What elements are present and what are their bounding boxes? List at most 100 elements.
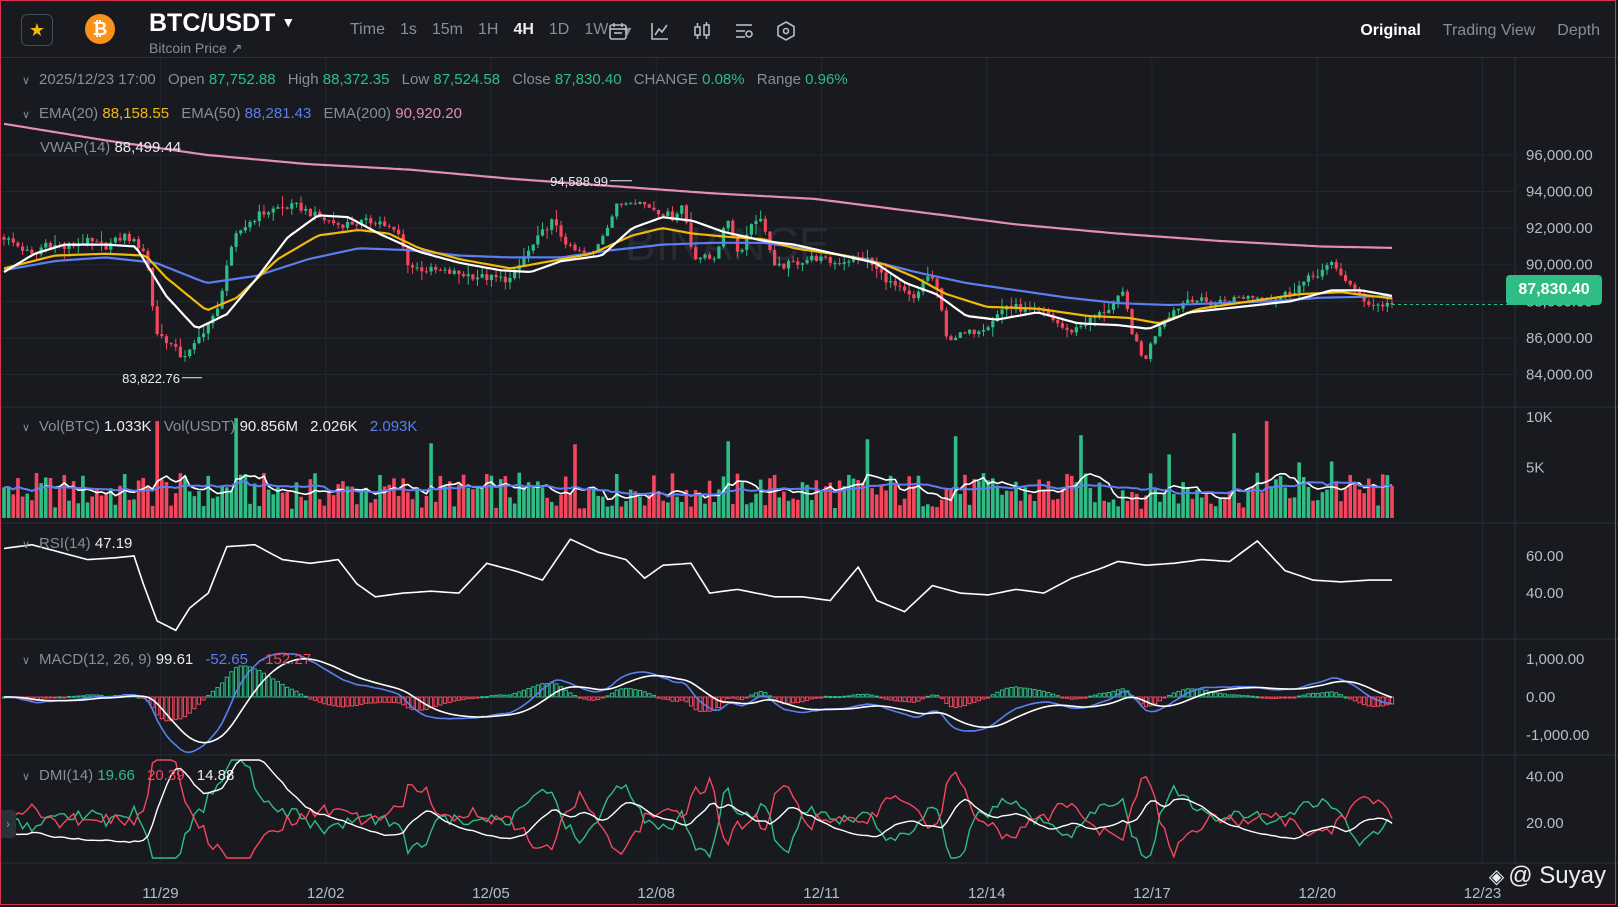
volume-bar: [1074, 482, 1079, 518]
volume-bar: [1172, 494, 1176, 518]
candle-body: [1009, 305, 1013, 307]
candle-body: [1088, 317, 1092, 325]
tab-trading-view[interactable]: Trading View: [1442, 22, 1536, 39]
macd-histogram-bar: [883, 696, 889, 700]
tab-original[interactable]: Original: [1360, 22, 1421, 39]
candle-body: [1014, 304, 1018, 307]
low-label: Low: [401, 71, 430, 88]
macd-histogram-bar: [614, 689, 619, 698]
indicators-icon[interactable]: [733, 20, 755, 42]
candle-body: [7, 238, 11, 240]
volume-bar: [828, 482, 833, 518]
candle-body: [791, 260, 795, 262]
symbol-subtitle[interactable]: Bitcoin Price ↗: [149, 40, 243, 56]
time-tick-label: 12/17: [1133, 885, 1171, 902]
volume-bar: [1269, 488, 1274, 518]
volume-bar: [443, 485, 447, 518]
volume-bar: [508, 497, 512, 518]
candle-body: [443, 269, 447, 271]
volume-bar: [814, 480, 819, 518]
candle-body: [336, 223, 340, 225]
volume-bar: [1223, 498, 1227, 518]
tab-depth[interactable]: Depth: [1557, 22, 1600, 39]
candle-body: [981, 329, 986, 332]
collapse-chevron-icon[interactable]: ∨: [22, 539, 31, 551]
symbol-label: BTC/USDT: [149, 9, 276, 37]
volume-bar: [336, 484, 341, 518]
volume-bar: [1176, 503, 1181, 518]
volume-bar: [2, 487, 6, 518]
favorite-star-icon[interactable]: ★: [21, 14, 53, 46]
symbol-selector[interactable]: BTC/USDT ▼: [149, 9, 295, 38]
interval-1h[interactable]: 1H: [478, 21, 499, 38]
settings-hex-icon[interactable]: [775, 20, 797, 42]
candle-body: [1158, 326, 1162, 337]
candle-body: [188, 349, 192, 357]
volume-bar: [763, 505, 768, 518]
volume-bar: [1283, 487, 1288, 518]
macd-histogram-bar: [484, 696, 489, 699]
volume-bar: [1134, 493, 1139, 518]
interval-15m[interactable]: 15m: [431, 21, 463, 38]
volume-bar: [95, 488, 99, 518]
macd-histogram-bar: [150, 696, 155, 709]
interval-time[interactable]: Time: [350, 21, 385, 38]
candle-body: [429, 267, 433, 272]
volume-bar: [20, 496, 25, 518]
volume-bar: [1046, 481, 1051, 518]
interval-1d[interactable]: 1D: [548, 21, 570, 38]
volume-bar: [132, 499, 136, 518]
rsi-tick-label: 40.00: [1526, 585, 1564, 602]
macd-histogram-bar: [1324, 691, 1330, 698]
macd-histogram-bar: [1264, 696, 1269, 699]
macd-tick-label: 1,000.00: [1526, 651, 1584, 668]
volume-bar: [1297, 462, 1301, 518]
volume-bar: [1320, 492, 1325, 518]
macd-histogram-bar: [856, 693, 861, 698]
candle-body: [513, 269, 517, 278]
interval-4h[interactable]: 4H: [513, 21, 534, 38]
line-chart-icon[interactable]: [649, 20, 671, 42]
candlestick-chart[interactable]: 84,000.0086,000.0088,000.0090,000.0092,0…: [0, 58, 1618, 907]
interval-1w[interactable]: 1W: [584, 21, 609, 38]
candle-body: [712, 258, 716, 260]
macd-histogram-bar: [1041, 690, 1046, 698]
macd-histogram-bar: [860, 693, 865, 698]
collapse-chevron-icon[interactable]: ∨: [22, 771, 31, 783]
volume-bar: [461, 474, 466, 518]
volume-bar: [355, 504, 359, 518]
candle-body: [383, 221, 387, 226]
calendar-icon[interactable]: [607, 20, 629, 42]
volume-bar: [136, 480, 141, 518]
macd-histogram-bar: [907, 696, 912, 703]
macd-histogram-bar: [1009, 686, 1014, 698]
macd-histogram-bar: [164, 696, 169, 722]
macd-histogram-bar: [224, 676, 229, 698]
time-tick-label: 12/11: [803, 885, 839, 902]
collapse-chevron-icon[interactable]: ∨: [22, 655, 31, 667]
candle-body: [837, 263, 842, 265]
candle-body: [786, 260, 791, 269]
collapse-chevron-icon[interactable]: ∨: [22, 109, 31, 121]
expand-panel-chevron-icon[interactable]: ›: [0, 810, 16, 838]
collapse-chevron-icon[interactable]: ∨: [22, 422, 31, 434]
volume-bar: [387, 484, 392, 518]
interval-more-caret-icon[interactable]: ▾: [623, 23, 632, 40]
volume-bar: [522, 487, 526, 518]
interval-1s[interactable]: 1s: [399, 21, 417, 38]
volume-bar: [675, 496, 679, 518]
candle-body: [1376, 304, 1380, 306]
candle-body: [489, 274, 494, 281]
volume-bar: [661, 500, 665, 518]
volume-bar: [1348, 475, 1353, 518]
macd-histogram-bar: [340, 696, 345, 708]
volume-bar: [475, 485, 480, 518]
volume-bar: [860, 482, 865, 518]
volume-bar: [313, 473, 317, 518]
volume-bar: [368, 502, 373, 518]
volume-bar: [577, 508, 582, 518]
macd-histogram-bar: [651, 694, 656, 698]
candles-icon[interactable]: [691, 20, 713, 42]
candle-body: [991, 321, 995, 328]
collapse-chevron-icon[interactable]: ∨: [22, 75, 31, 87]
